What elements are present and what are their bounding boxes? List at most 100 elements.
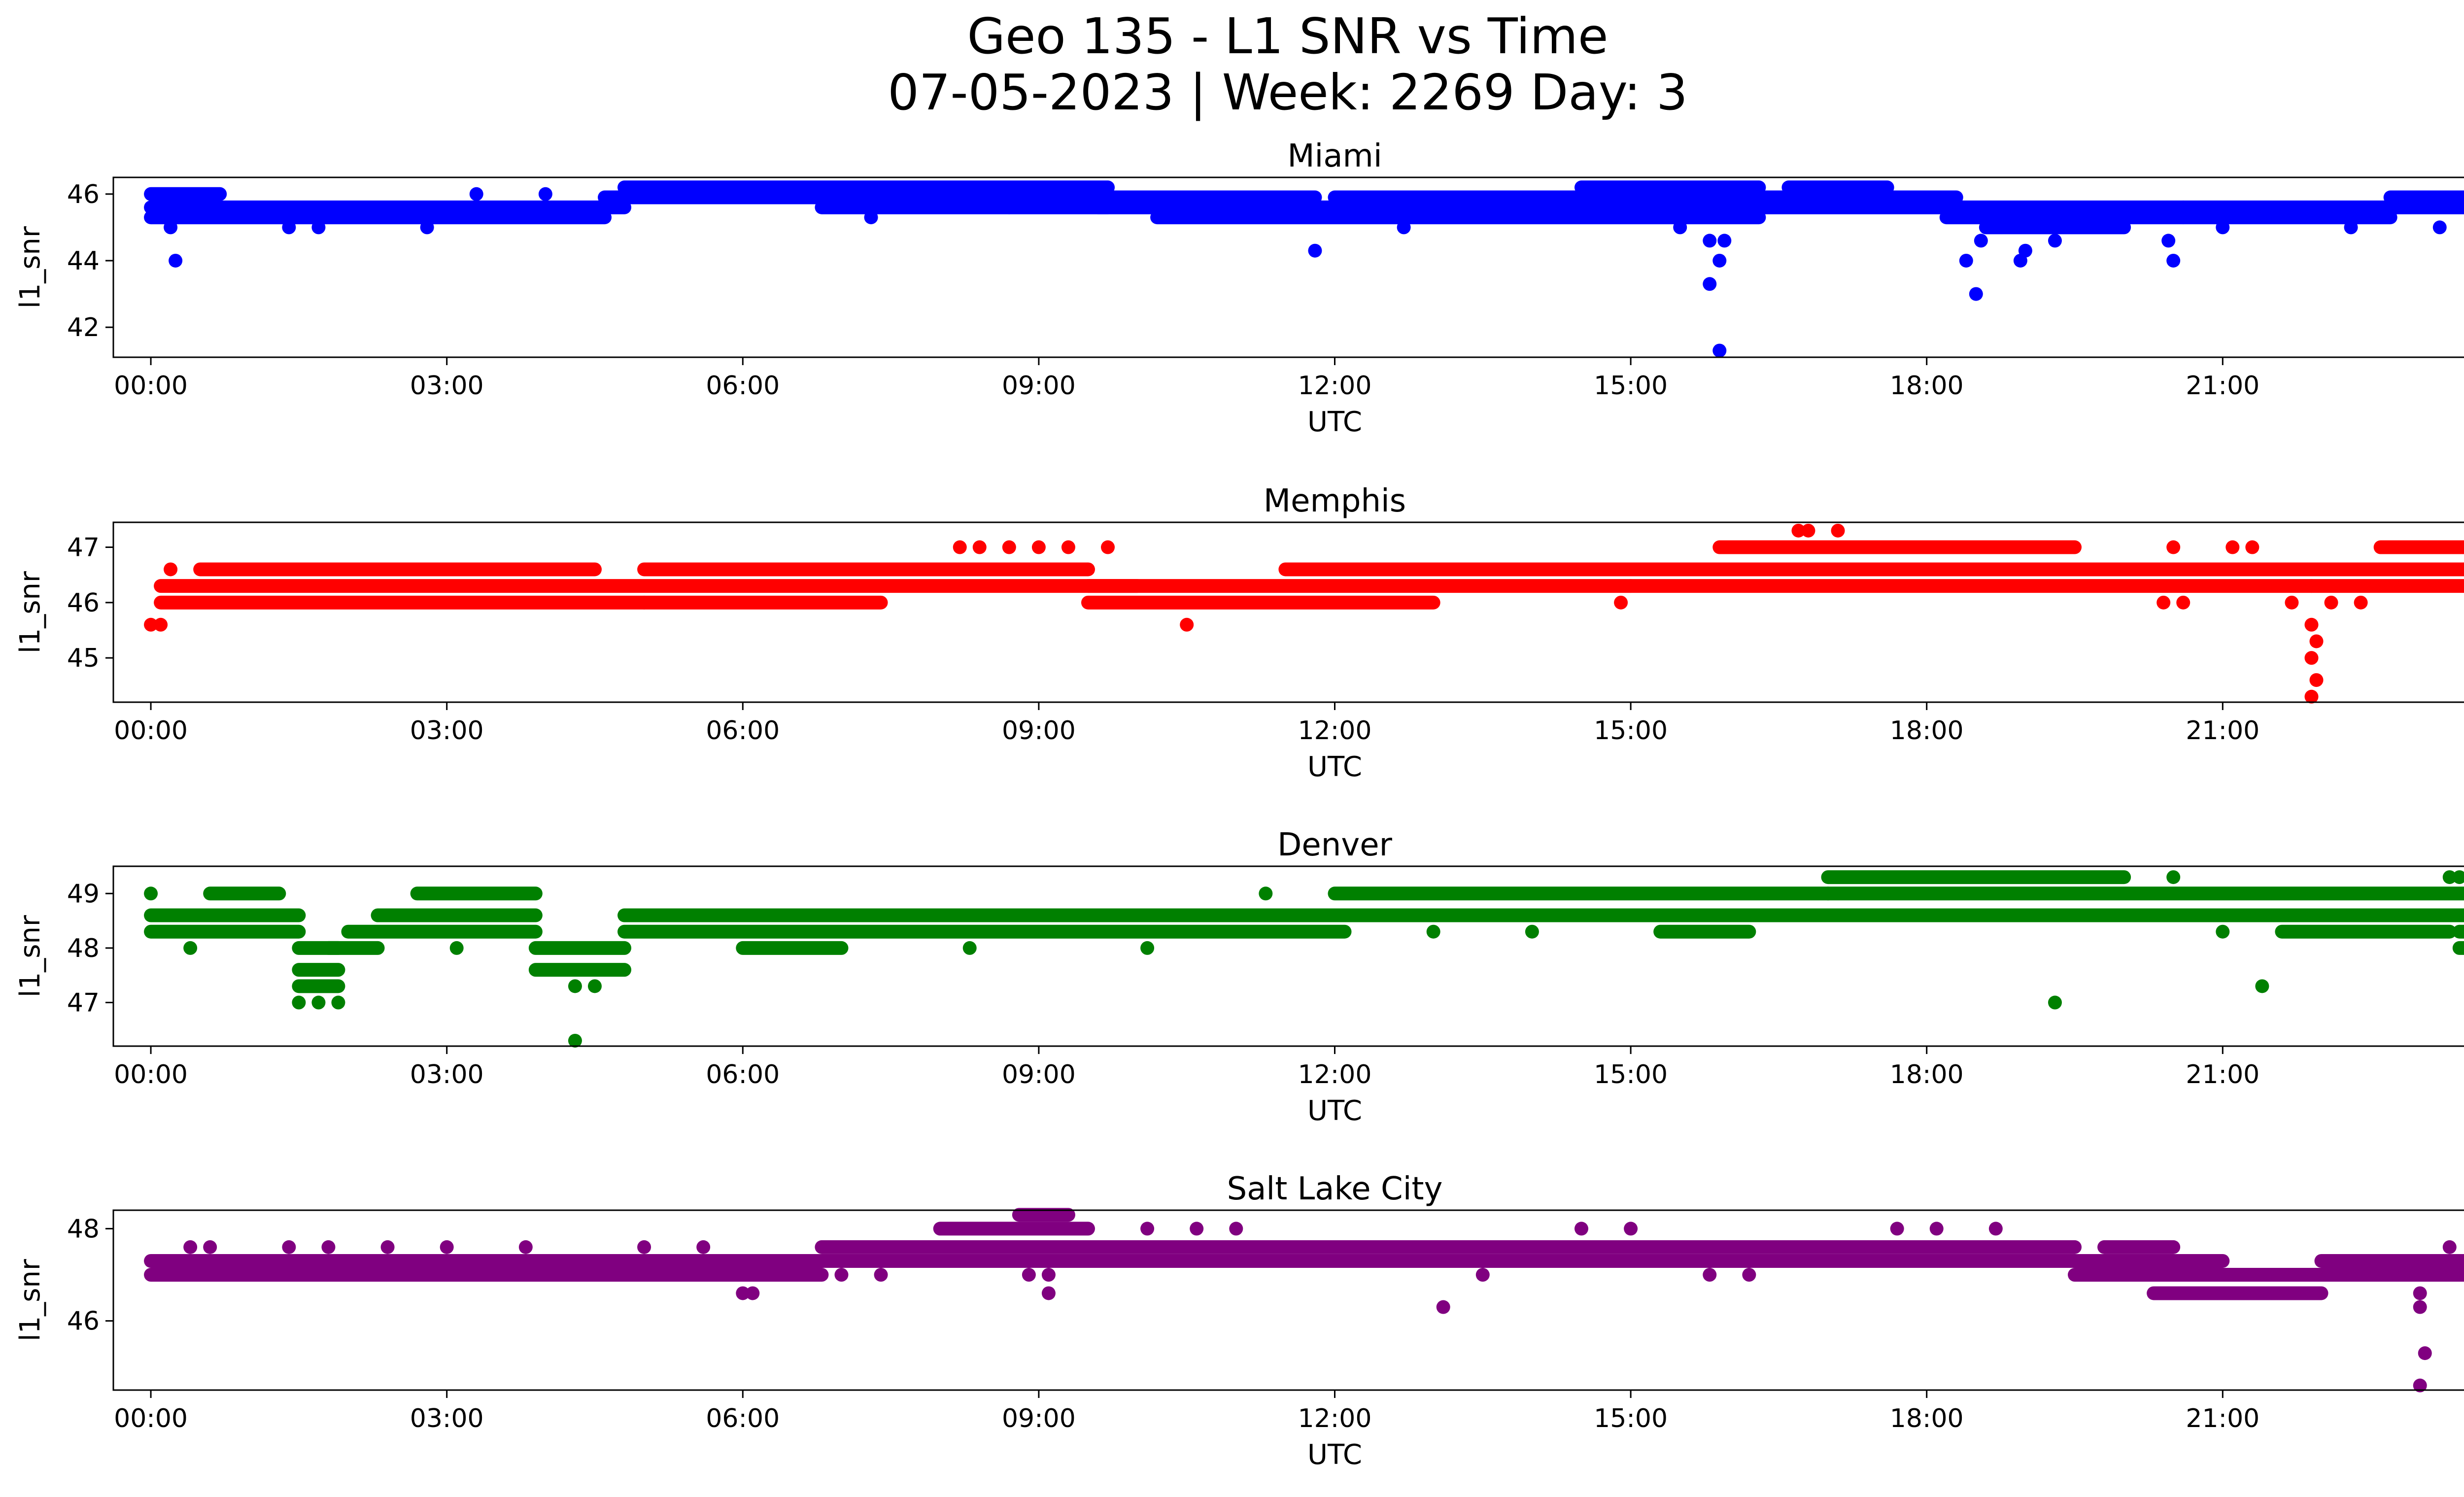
panel-title: Denver [1277, 827, 1392, 863]
data-point [1959, 253, 1973, 268]
data-point [1002, 540, 1016, 554]
x-axis-label: UTC [1307, 751, 1362, 783]
data-point [282, 1240, 296, 1254]
x-tick-label: 18:00 [1890, 371, 1964, 401]
y-tick-label: 47 [67, 988, 100, 1018]
x-tick-label: 09:00 [1002, 1060, 1076, 1089]
x-tick-label: 12:00 [1298, 1404, 1372, 1433]
data-point [292, 995, 306, 1010]
panel-0: Miami 00:00 03:00 06:00 09:00 12:00 15:00 18:00… [14, 138, 2464, 438]
x-tick-label: 12:00 [1298, 1060, 1372, 1089]
data-point [736, 1286, 750, 1300]
data-point [2304, 651, 2319, 665]
data-point [1041, 1268, 1056, 1282]
data-point [144, 886, 158, 901]
data-point [1712, 253, 1727, 268]
data-point [1614, 595, 1628, 610]
data-point [311, 220, 326, 235]
y-axis-label: l1_snr [14, 915, 46, 997]
data-point [420, 220, 434, 235]
data-point [1717, 234, 1732, 248]
panel-1: Memphis 00:00 03:00 06:00 09:00 12:00 15:00 18:… [14, 483, 2464, 783]
x-axis-label: UTC [1307, 1439, 1362, 1471]
data-point [2166, 870, 2181, 885]
x-tick-label: 18:00 [1890, 716, 1964, 746]
x-tick-label: 03:00 [410, 1404, 484, 1433]
data-point [2442, 1240, 2457, 1254]
data-point [1426, 924, 1440, 939]
x-tick-label: 21:00 [2186, 371, 2259, 401]
x-tick-label: 06:00 [706, 371, 780, 401]
data-point [449, 941, 464, 955]
data-point [1002, 200, 1016, 214]
data-point [1475, 1268, 1490, 1282]
data-point [587, 979, 602, 993]
plot-frame [112, 176, 2464, 358]
x-tick-label: 03:00 [410, 371, 484, 401]
y-axis-label: l1_snr [14, 571, 46, 653]
plot-frame [112, 865, 2464, 1047]
x-tick-label: 18:00 [1890, 1404, 1964, 1433]
data-point [953, 540, 967, 554]
x-tick-label: 12:00 [1298, 371, 1372, 401]
data-point [164, 562, 178, 577]
data-point [2304, 617, 2319, 632]
data-point [2413, 1286, 2427, 1300]
x-tick-label: 06:00 [706, 1404, 780, 1433]
data-point [1919, 908, 1934, 922]
x-tick-label: 03:00 [410, 1060, 484, 1089]
x-tick-label: 00:00 [114, 1060, 188, 1089]
x-tick-label: 15:00 [1594, 1404, 1668, 1433]
data-point [183, 941, 198, 955]
data-point [2216, 220, 2230, 235]
data-point [1190, 1222, 1204, 1236]
data-point [1998, 908, 2013, 922]
y-axis-label: l1_snr [14, 226, 46, 308]
data-series [144, 523, 2464, 704]
data-point [1831, 523, 1845, 538]
y-tick-label: 48 [67, 1214, 100, 1244]
data-point [1180, 617, 1194, 632]
data-point [538, 187, 552, 201]
x-tick-label: 09:00 [1002, 716, 1076, 746]
data-point [440, 1240, 454, 1254]
data-point [1974, 234, 1988, 248]
data-point [1022, 1268, 1036, 1282]
data-point [1031, 540, 1046, 554]
data-point [1041, 1286, 1056, 1300]
y-tick-label: 47 [67, 533, 100, 563]
data-point [1624, 1222, 1638, 1236]
data-point [2176, 595, 2190, 610]
data-point [469, 187, 483, 201]
data-point [154, 617, 168, 632]
data-point [696, 1240, 711, 1254]
panel-title: Memphis [1264, 483, 1406, 519]
data-point [2216, 924, 2230, 939]
x-axis-label: UTC [1307, 406, 1362, 438]
data-point [1890, 1222, 1904, 1236]
data-point [2344, 220, 2358, 235]
x-tick-label: 00:00 [114, 371, 188, 401]
data-point [1229, 1222, 1243, 1236]
data-point [1061, 540, 1075, 554]
data-point [2156, 595, 2171, 610]
x-tick-label: 21:00 [2186, 1060, 2259, 1089]
data-point [2413, 1378, 2427, 1393]
data-point [1397, 220, 1411, 235]
data-point [2225, 540, 2240, 554]
data-point [1308, 243, 1322, 258]
data-point [1801, 523, 1815, 538]
data-point [2161, 234, 2176, 248]
data-point [2413, 1300, 2427, 1314]
data-point [1574, 1222, 1589, 1236]
data-point [321, 1240, 336, 1254]
y-tick-label: 44 [67, 246, 100, 276]
plot-frame [112, 1209, 2464, 1391]
x-tick-label: 09:00 [1002, 371, 1076, 401]
data-point [311, 995, 326, 1010]
x-tick-label: 15:00 [1594, 1060, 1668, 1089]
data-point [2432, 220, 2447, 235]
panel-title: Miami [1287, 138, 1382, 174]
panel-3: Salt Lake City 00:00 03:00 06:00 09:00 12:00 1… [14, 1171, 2464, 1471]
